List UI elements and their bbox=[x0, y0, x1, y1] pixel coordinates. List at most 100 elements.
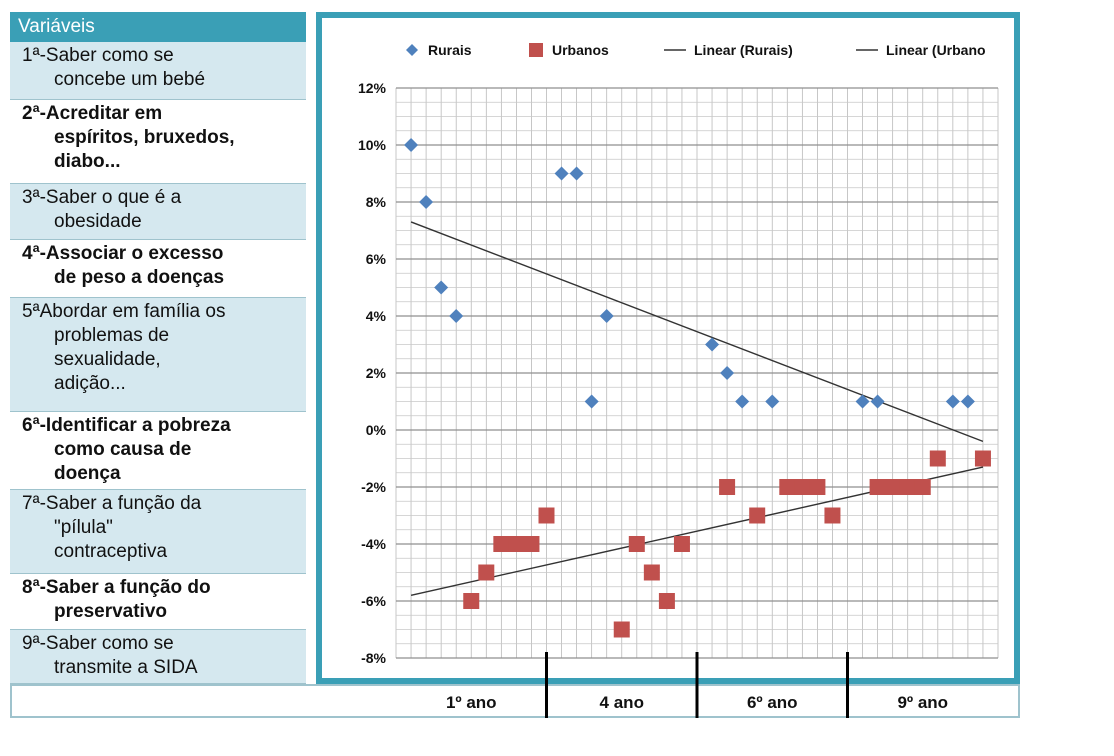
point-rurais bbox=[419, 195, 434, 209]
legend: Rurais Urbanos Linear (Rurais) Linear (Urba… bbox=[406, 42, 986, 58]
point-rurais bbox=[870, 394, 885, 409]
point-urbanos bbox=[809, 479, 826, 495]
y-tick-label: 0% bbox=[366, 422, 387, 438]
point-urbanos bbox=[719, 479, 736, 495]
legend-label: Linear (Rurais) bbox=[694, 42, 793, 58]
point-rurais bbox=[434, 280, 449, 295]
variables-header: Variáveis bbox=[10, 12, 306, 42]
point-rurais bbox=[960, 394, 975, 409]
category-axis-bar bbox=[10, 684, 1020, 718]
variable-item-3: 3ª-Saber o que é a obesidade bbox=[10, 184, 306, 240]
y-tick-label: 8% bbox=[366, 194, 387, 210]
point-urbanos bbox=[673, 536, 690, 552]
variable-line: adição... bbox=[54, 373, 126, 394]
variable-item-7: 7ª-Saber a função da "pílula" contraceptiv… bbox=[10, 490, 306, 574]
variable-line: 5ªAbordar em família os bbox=[22, 301, 226, 322]
y-tick-label: -2% bbox=[361, 479, 386, 495]
y-tick-label: -8% bbox=[361, 650, 386, 666]
point-urbanos bbox=[613, 621, 630, 638]
variable-line: 8ª-Saber a função do bbox=[22, 577, 211, 598]
point-rurais bbox=[765, 394, 780, 409]
variable-line: concebe um bebé bbox=[54, 69, 206, 90]
variable-line: 7ª-Saber a função da bbox=[22, 493, 202, 514]
point-urbanos bbox=[749, 507, 766, 524]
legend-marker-urbanos bbox=[529, 43, 543, 57]
variable-line: 9ª-Saber como se bbox=[22, 633, 174, 654]
series-urbanos bbox=[463, 450, 991, 638]
point-urbanos bbox=[899, 479, 916, 495]
variable-item-4: 4ª-Associar o excesso de peso a doenças bbox=[10, 240, 306, 298]
category-label: 9º ano bbox=[897, 693, 948, 712]
variable-item-9: 9ª-Saber como se transmite a SIDA bbox=[10, 630, 306, 684]
point-urbanos bbox=[824, 507, 841, 524]
chart-frame: 12% 10% 8% 6% 4% 2% 0% -2% -4% -6% -8% Rurais Urbano… bbox=[316, 12, 1020, 684]
variables-panel: Variáveis 1ª-Saber como se concebe um beb… bbox=[10, 12, 306, 684]
y-tick-label: 12% bbox=[358, 80, 387, 96]
scatter-chart: 12% 10% 8% 6% 4% 2% 0% -2% -4% -6% -8% Rurais Urbano… bbox=[358, 42, 999, 666]
variable-line: sexualidade, bbox=[54, 349, 161, 370]
category-label: 1º ano bbox=[446, 693, 497, 712]
variable-line: espíritos, bruxedos, bbox=[54, 127, 235, 148]
variable-item-8: 8ª-Saber a função do preservativo bbox=[10, 574, 306, 630]
variable-line: 4ª-Associar o excesso bbox=[22, 243, 224, 264]
point-urbanos bbox=[628, 536, 645, 552]
series-rurais bbox=[404, 138, 975, 409]
point-urbanos bbox=[463, 593, 480, 609]
y-tick-label: 4% bbox=[366, 308, 387, 324]
point-urbanos bbox=[914, 479, 931, 495]
variable-line: 3ª-Saber o que é a bbox=[22, 187, 182, 208]
point-rurais bbox=[855, 394, 870, 409]
point-rurais bbox=[599, 309, 614, 323]
variable-line: problemas de bbox=[54, 325, 170, 346]
variable-item-6: 6ª-Identificar a pobreza como causa de doe… bbox=[10, 412, 306, 490]
grid bbox=[395, 87, 999, 659]
variable-item-2: 2ª-Acreditar em espíritos, bruxedos, diabo… bbox=[10, 100, 306, 184]
variable-line: "pílula" bbox=[54, 517, 113, 538]
point-rurais bbox=[705, 337, 720, 352]
point-urbanos bbox=[658, 593, 675, 609]
trendline-rurais bbox=[410, 221, 984, 443]
point-rurais bbox=[945, 394, 960, 409]
category-label: 4 ano bbox=[600, 693, 644, 712]
variable-line: como causa de bbox=[54, 439, 192, 460]
point-urbanos bbox=[643, 564, 660, 581]
variable-line: doença bbox=[54, 463, 121, 484]
point-urbanos bbox=[794, 479, 811, 495]
point-urbanos bbox=[929, 450, 946, 467]
y-tick-label: 6% bbox=[366, 251, 387, 267]
variable-item-5: 5ªAbordar em família os problemas de sexua… bbox=[10, 298, 306, 412]
variable-line: de peso a doenças bbox=[54, 267, 225, 288]
point-rurais bbox=[584, 394, 599, 409]
y-tick-label: 2% bbox=[366, 365, 387, 381]
legend-label: Linear (Urbano bbox=[886, 42, 986, 58]
point-urbanos bbox=[478, 564, 495, 581]
category-label: 6º ano bbox=[747, 693, 798, 712]
variable-line: diabo... bbox=[54, 151, 121, 172]
point-urbanos bbox=[538, 507, 555, 524]
point-urbanos bbox=[779, 479, 796, 495]
point-urbanos bbox=[508, 536, 525, 552]
y-tick-label: -6% bbox=[361, 593, 386, 609]
point-rurais bbox=[449, 309, 464, 323]
variable-line: contraceptiva bbox=[54, 541, 168, 562]
point-rurais bbox=[404, 138, 419, 152]
legend-marker-rurais bbox=[406, 44, 418, 56]
point-urbanos bbox=[869, 479, 886, 495]
point-rurais bbox=[554, 166, 569, 181]
point-rurais bbox=[720, 366, 735, 380]
point-urbanos bbox=[493, 536, 510, 552]
variable-line: 6ª-Identificar a pobreza bbox=[22, 415, 231, 436]
chart-area: 12% 10% 8% 6% 4% 2% 0% -2% -4% -6% -8% Rurais Urbano… bbox=[322, 18, 1014, 678]
point-urbanos bbox=[884, 479, 901, 495]
y-tick-label: 10% bbox=[358, 137, 387, 153]
variable-line: 2ª-Acreditar em bbox=[22, 103, 163, 124]
point-rurais bbox=[569, 166, 584, 181]
variable-item-1: 1ª-Saber como se concebe um bebé bbox=[10, 42, 306, 100]
legend-label: Rurais bbox=[428, 42, 472, 58]
variable-line: obesidade bbox=[54, 211, 142, 232]
variable-line: preservativo bbox=[54, 601, 168, 622]
point-rurais bbox=[735, 394, 750, 409]
variable-line: transmite a SIDA bbox=[54, 657, 198, 678]
y-tick-label: -4% bbox=[361, 536, 386, 552]
